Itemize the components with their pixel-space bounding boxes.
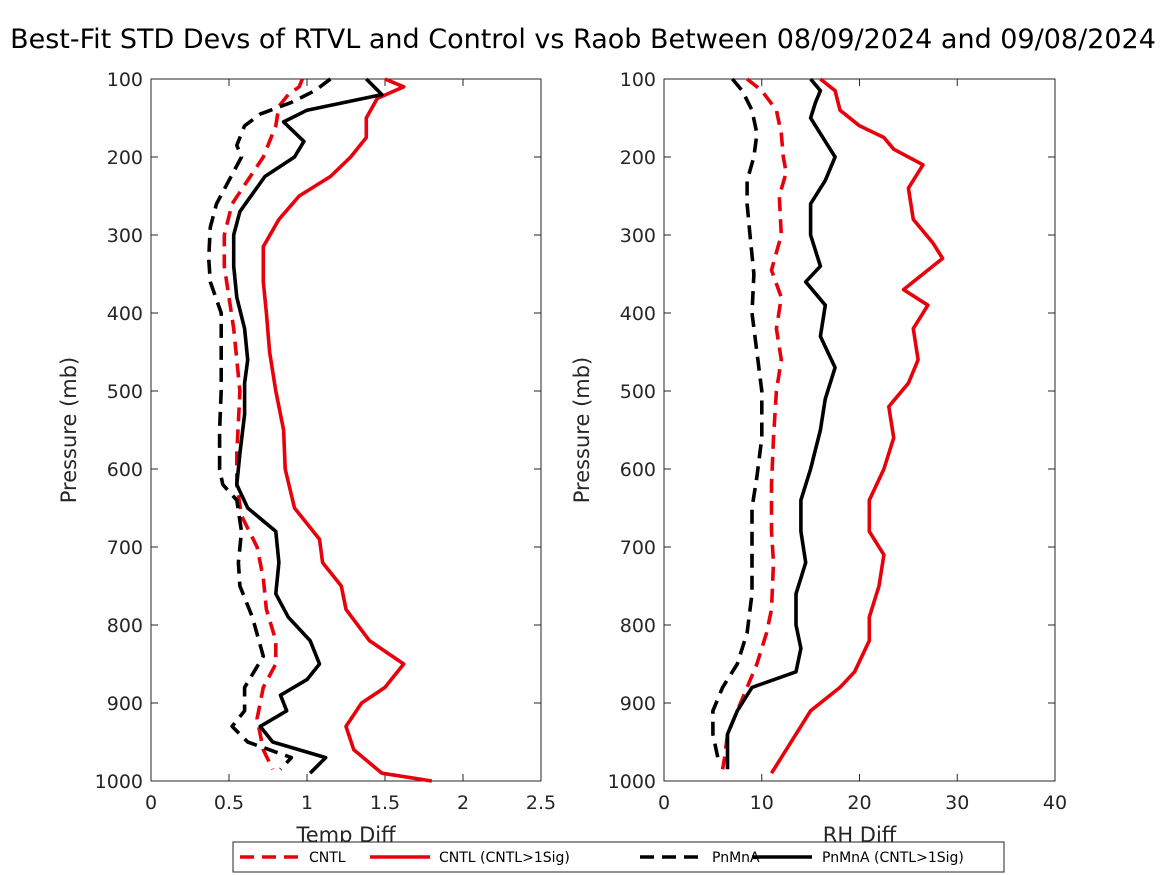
y-axis-label: Pressure (mb)	[57, 357, 81, 504]
series-line-pnmna	[206, 77, 332, 771]
series-line-cntl-cntl-1sig	[769, 77, 945, 775]
y-tick-label: 800	[620, 615, 656, 637]
y-tick-label: 500	[620, 381, 656, 403]
y-tick-label: 200	[620, 147, 656, 169]
series-line-pnmna	[711, 77, 764, 758]
x-tick-label: 0.5	[214, 792, 244, 814]
y-tick-label: 700	[107, 537, 143, 559]
x-tick-label: 2.5	[526, 792, 556, 814]
series-line-cntl	[720, 77, 789, 770]
x-tick-label: 30	[945, 792, 969, 814]
y-axis-label: Pressure (mb)	[570, 357, 594, 504]
y-tick-label: 200	[107, 147, 143, 169]
y-tick-label: 300	[620, 225, 656, 247]
y-tick-label: 1000	[95, 771, 143, 793]
series-line-pnmna-cntl-1sig	[725, 77, 837, 770]
x-tick-label: 0	[145, 792, 157, 814]
x-tick-label: 2	[457, 792, 469, 814]
y-tick-label: 600	[107, 459, 143, 481]
temp-diff-panel: 0 0.5 1 1.5 2 2.5 100 200 300 400 500 600 700 800 900 1…	[57, 69, 556, 847]
y-tick-label: 800	[107, 615, 143, 637]
plot-area	[663, 78, 1056, 782]
legend-label: CNTL	[309, 850, 346, 866]
y-tick-label: 700	[620, 537, 656, 559]
series-line-cntl	[222, 78, 304, 771]
legend-label: PnMnA (CNTL>1Sig)	[822, 850, 964, 866]
legend-label: CNTL (CNTL>1Sig)	[439, 850, 570, 866]
x-tick-label: 1.5	[370, 792, 400, 814]
x-tick-label: 40	[1043, 792, 1067, 814]
y-tick-label: 400	[107, 303, 143, 325]
y-tick-label: 500	[107, 381, 143, 403]
x-tick-label: 1	[301, 792, 313, 814]
y-tick-label: 100	[107, 69, 143, 91]
y-tick-label: 900	[620, 693, 656, 715]
plot-area	[150, 78, 542, 782]
x-tick-label: 0	[658, 792, 670, 814]
y-tick-label: 600	[620, 459, 656, 481]
y-tick-label: 300	[107, 225, 143, 247]
y-tick-label: 900	[107, 693, 143, 715]
x-tick-label: 20	[847, 792, 871, 814]
series-line-pnmna-cntl-1sig	[231, 77, 384, 775]
legend: CNTL CNTL (CNTL>1Sig) PnMnA PnMnA (CNTL>1Si…	[232, 841, 1005, 873]
legend-box	[232, 841, 1005, 873]
y-tick-label: 100	[620, 69, 656, 91]
y-tick-label: 400	[620, 303, 656, 325]
series-line-cntl-cntl-1sig	[261, 77, 433, 783]
x-tick-label: 10	[750, 792, 774, 814]
chart-title: Best-Fit STD Devs of RTVL and Control vs…	[10, 24, 1156, 55]
legend-label: PnMnA	[712, 850, 760, 866]
rh-diff-panel: 0 10 20 30 40 100 200 300 400 500 600 700 800 900 1000…	[570, 69, 1067, 847]
y-tick-label: 1000	[608, 771, 656, 793]
